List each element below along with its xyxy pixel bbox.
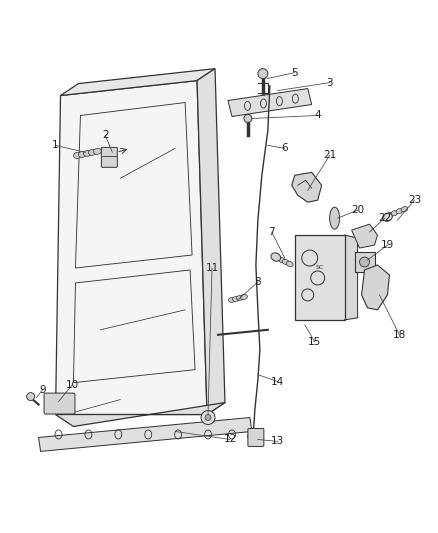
Circle shape	[205, 415, 211, 421]
FancyBboxPatch shape	[44, 393, 75, 414]
FancyBboxPatch shape	[101, 148, 117, 167]
Text: 15: 15	[308, 337, 321, 347]
Circle shape	[27, 393, 35, 401]
Text: 22: 22	[378, 213, 391, 223]
Text: 20: 20	[351, 205, 364, 215]
FancyBboxPatch shape	[355, 252, 374, 272]
Text: 3: 3	[326, 78, 333, 87]
Text: 2: 2	[102, 131, 109, 140]
Ellipse shape	[279, 257, 285, 263]
Text: 5: 5	[291, 68, 298, 78]
Polygon shape	[352, 224, 378, 248]
Text: 10: 10	[66, 379, 79, 390]
Ellipse shape	[229, 297, 235, 302]
Polygon shape	[60, 69, 215, 95]
Polygon shape	[39, 417, 252, 451]
Text: 14: 14	[271, 377, 284, 386]
Ellipse shape	[283, 260, 289, 265]
Ellipse shape	[240, 294, 247, 300]
Ellipse shape	[401, 207, 408, 212]
Ellipse shape	[88, 149, 96, 156]
Polygon shape	[56, 80, 207, 415]
Text: 21: 21	[323, 150, 336, 160]
Circle shape	[244, 115, 252, 123]
Text: 4: 4	[314, 110, 321, 120]
Ellipse shape	[275, 255, 281, 261]
Text: 19: 19	[381, 240, 394, 250]
Ellipse shape	[233, 296, 240, 302]
Ellipse shape	[84, 150, 92, 156]
Text: 9: 9	[39, 385, 46, 394]
Text: 6: 6	[282, 143, 288, 154]
Polygon shape	[292, 172, 321, 202]
Ellipse shape	[386, 213, 393, 218]
Text: 7: 7	[268, 227, 275, 237]
Ellipse shape	[391, 211, 398, 216]
Polygon shape	[56, 402, 225, 426]
Ellipse shape	[286, 261, 293, 266]
Text: 18: 18	[393, 330, 406, 340]
FancyBboxPatch shape	[248, 429, 264, 447]
Polygon shape	[345, 235, 357, 320]
Ellipse shape	[271, 253, 281, 261]
Ellipse shape	[78, 151, 86, 157]
Circle shape	[360, 257, 370, 267]
Text: 8: 8	[254, 277, 261, 287]
Ellipse shape	[396, 208, 403, 214]
Text: 13: 13	[271, 437, 284, 447]
Circle shape	[201, 410, 215, 424]
Ellipse shape	[237, 295, 244, 301]
Text: 12: 12	[223, 434, 237, 445]
Text: 1: 1	[52, 140, 59, 150]
Text: 23: 23	[408, 195, 421, 205]
Ellipse shape	[93, 148, 101, 155]
Circle shape	[258, 69, 268, 78]
Text: SC: SC	[315, 265, 324, 270]
Text: 11: 11	[205, 263, 219, 273]
Polygon shape	[197, 69, 225, 415]
Polygon shape	[361, 265, 389, 310]
Ellipse shape	[330, 207, 339, 229]
Ellipse shape	[74, 152, 81, 158]
Polygon shape	[228, 88, 312, 117]
Ellipse shape	[382, 213, 392, 221]
Polygon shape	[295, 235, 345, 320]
